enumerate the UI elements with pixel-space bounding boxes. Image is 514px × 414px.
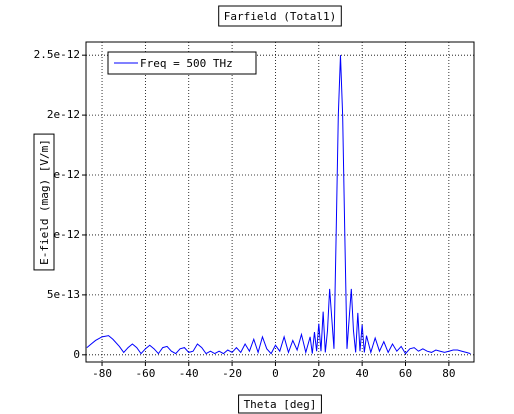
- y-tick-label: 0: [73, 348, 80, 361]
- x-tick-label: 40: [356, 367, 369, 380]
- y-tick-label: 5e-13: [47, 288, 80, 301]
- chart-title: Farfield (Total1): [224, 10, 337, 23]
- x-label-box: [238, 394, 322, 414]
- y-tick-label: 2e-12: [47, 108, 80, 121]
- x-axis-label: Theta [deg]: [244, 398, 317, 411]
- legend-box: [107, 51, 257, 75]
- x-tick-label: -60: [135, 367, 155, 380]
- x-tick-label: 0: [272, 367, 279, 380]
- y-label-group: E-field (mag) [V/m]: [33, 133, 55, 271]
- x-tick-label: -20: [222, 367, 242, 380]
- data-line: [86, 55, 471, 355]
- y-label-box: [33, 133, 55, 271]
- y-tick-label: 1e-12: [47, 228, 80, 241]
- plot-frame: [85, 41, 475, 363]
- x-tick-label: 20: [312, 367, 325, 380]
- x-tick-label: -80: [92, 367, 112, 380]
- x-tick-label: 60: [399, 367, 412, 380]
- x-tick-label: -40: [179, 367, 199, 380]
- legend-label: Freq = 500 THz: [140, 57, 233, 70]
- y-axis-label: E-field (mag) [V/m]: [38, 139, 51, 265]
- y-tick-label: 2.5e-12: [34, 48, 80, 61]
- title-box: [218, 5, 342, 27]
- x-tick-label: 80: [442, 367, 455, 380]
